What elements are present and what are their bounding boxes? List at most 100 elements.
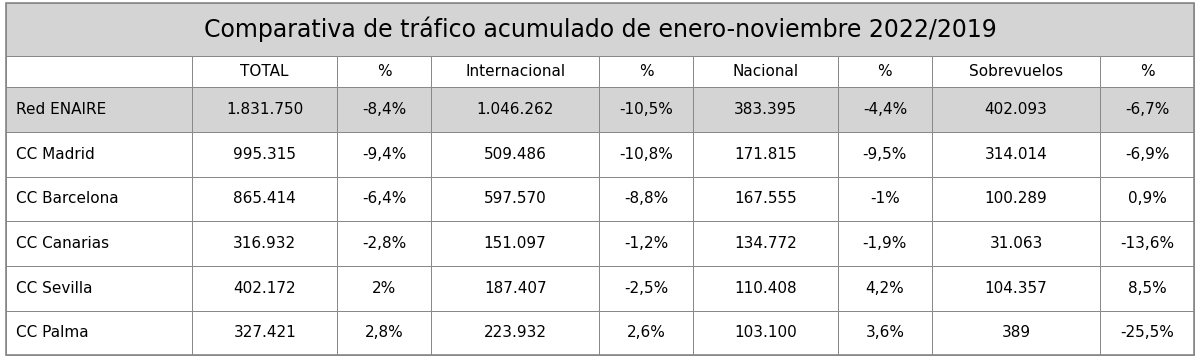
Text: 134.772: 134.772 [734,236,797,251]
Bar [694,266,838,310]
Bar [431,221,599,266]
Bar [694,132,838,176]
Text: 2%: 2% [372,281,396,296]
Text: CC Barcelona: CC Barcelona [16,192,119,207]
Bar [1100,176,1194,221]
Bar [838,266,932,310]
Text: 2,6%: 2,6% [626,325,666,340]
Text: CC Madrid: CC Madrid [16,147,95,162]
Bar [599,221,694,266]
Text: CC Canarias: CC Canarias [16,236,109,251]
Bar [1100,132,1194,176]
Bar [6,221,192,266]
Text: 223.932: 223.932 [484,325,547,340]
Text: 389: 389 [1002,325,1031,340]
Bar [337,221,431,266]
Text: 171.815: 171.815 [734,147,797,162]
Text: CC Sevilla: CC Sevilla [16,281,92,296]
Text: 104.357: 104.357 [985,281,1048,296]
Text: 187.407: 187.407 [484,281,546,296]
Bar [932,266,1100,310]
Bar [838,132,932,176]
Text: -10,8%: -10,8% [619,147,673,162]
Text: 597.570: 597.570 [484,192,546,207]
Bar [192,87,337,132]
Bar [6,266,192,310]
Text: 100.289: 100.289 [985,192,1048,207]
Text: 167.555: 167.555 [734,192,797,207]
Bar [1100,87,1194,132]
Text: 4,2%: 4,2% [865,281,905,296]
Bar [192,176,337,221]
Text: 2,8%: 2,8% [365,325,403,340]
Text: -1%: -1% [870,192,900,207]
Text: -1,9%: -1,9% [863,236,907,251]
Bar [599,176,694,221]
Text: %: % [638,64,654,79]
Bar [337,176,431,221]
Bar [599,56,694,87]
Bar [838,87,932,132]
Text: 865.414: 865.414 [233,192,296,207]
Text: 314.014: 314.014 [985,147,1048,162]
Bar [337,266,431,310]
Text: -1,2%: -1,2% [624,236,668,251]
Bar [1100,221,1194,266]
Text: Internacional: Internacional [466,64,565,79]
Text: 0,9%: 0,9% [1128,192,1166,207]
Text: -6,9%: -6,9% [1124,147,1169,162]
Text: 509.486: 509.486 [484,147,546,162]
Bar [1100,56,1194,87]
Bar [6,56,192,87]
Bar [431,132,599,176]
Text: 110.408: 110.408 [734,281,797,296]
Bar [599,266,694,310]
Bar [337,310,431,355]
Bar [932,310,1100,355]
Text: -4,4%: -4,4% [863,102,907,117]
Text: %: % [1140,64,1154,79]
Text: -10,5%: -10,5% [619,102,673,117]
Text: -2,5%: -2,5% [624,281,668,296]
Text: 3,6%: 3,6% [865,325,905,340]
Text: -9,5%: -9,5% [863,147,907,162]
Bar [932,56,1100,87]
Text: 383.395: 383.395 [734,102,797,117]
Bar [6,87,192,132]
Text: Sobrevuelos: Sobrevuelos [968,64,1063,79]
Text: 327.421: 327.421 [233,325,296,340]
Bar [599,87,694,132]
Bar [599,132,694,176]
Bar [192,310,337,355]
Bar [431,87,599,132]
Bar [932,221,1100,266]
Text: CC Palma: CC Palma [16,325,89,340]
Bar [6,3,1194,56]
Text: 1.046.262: 1.046.262 [476,102,554,117]
Bar [431,310,599,355]
Bar [337,87,431,132]
Bar [431,56,599,87]
Bar [599,310,694,355]
Text: 316.932: 316.932 [233,236,296,251]
Text: 402.172: 402.172 [233,281,296,296]
Bar [192,132,337,176]
Text: 151.097: 151.097 [484,236,546,251]
Bar [6,310,192,355]
Bar [838,310,932,355]
Bar [431,266,599,310]
Bar [932,176,1100,221]
Text: -6,7%: -6,7% [1124,102,1169,117]
Text: Comparativa de tráfico acumulado de enero-noviembre 2022/2019: Comparativa de tráfico acumulado de ener… [204,16,996,42]
Text: 402.093: 402.093 [984,102,1048,117]
Bar [838,221,932,266]
Bar [192,221,337,266]
Bar [838,176,932,221]
Text: -8,4%: -8,4% [362,102,406,117]
Text: 8,5%: 8,5% [1128,281,1166,296]
Bar [6,176,192,221]
Text: Red ENAIRE: Red ENAIRE [16,102,106,117]
Text: -8,8%: -8,8% [624,192,668,207]
Text: -9,4%: -9,4% [362,147,407,162]
Bar [1100,310,1194,355]
